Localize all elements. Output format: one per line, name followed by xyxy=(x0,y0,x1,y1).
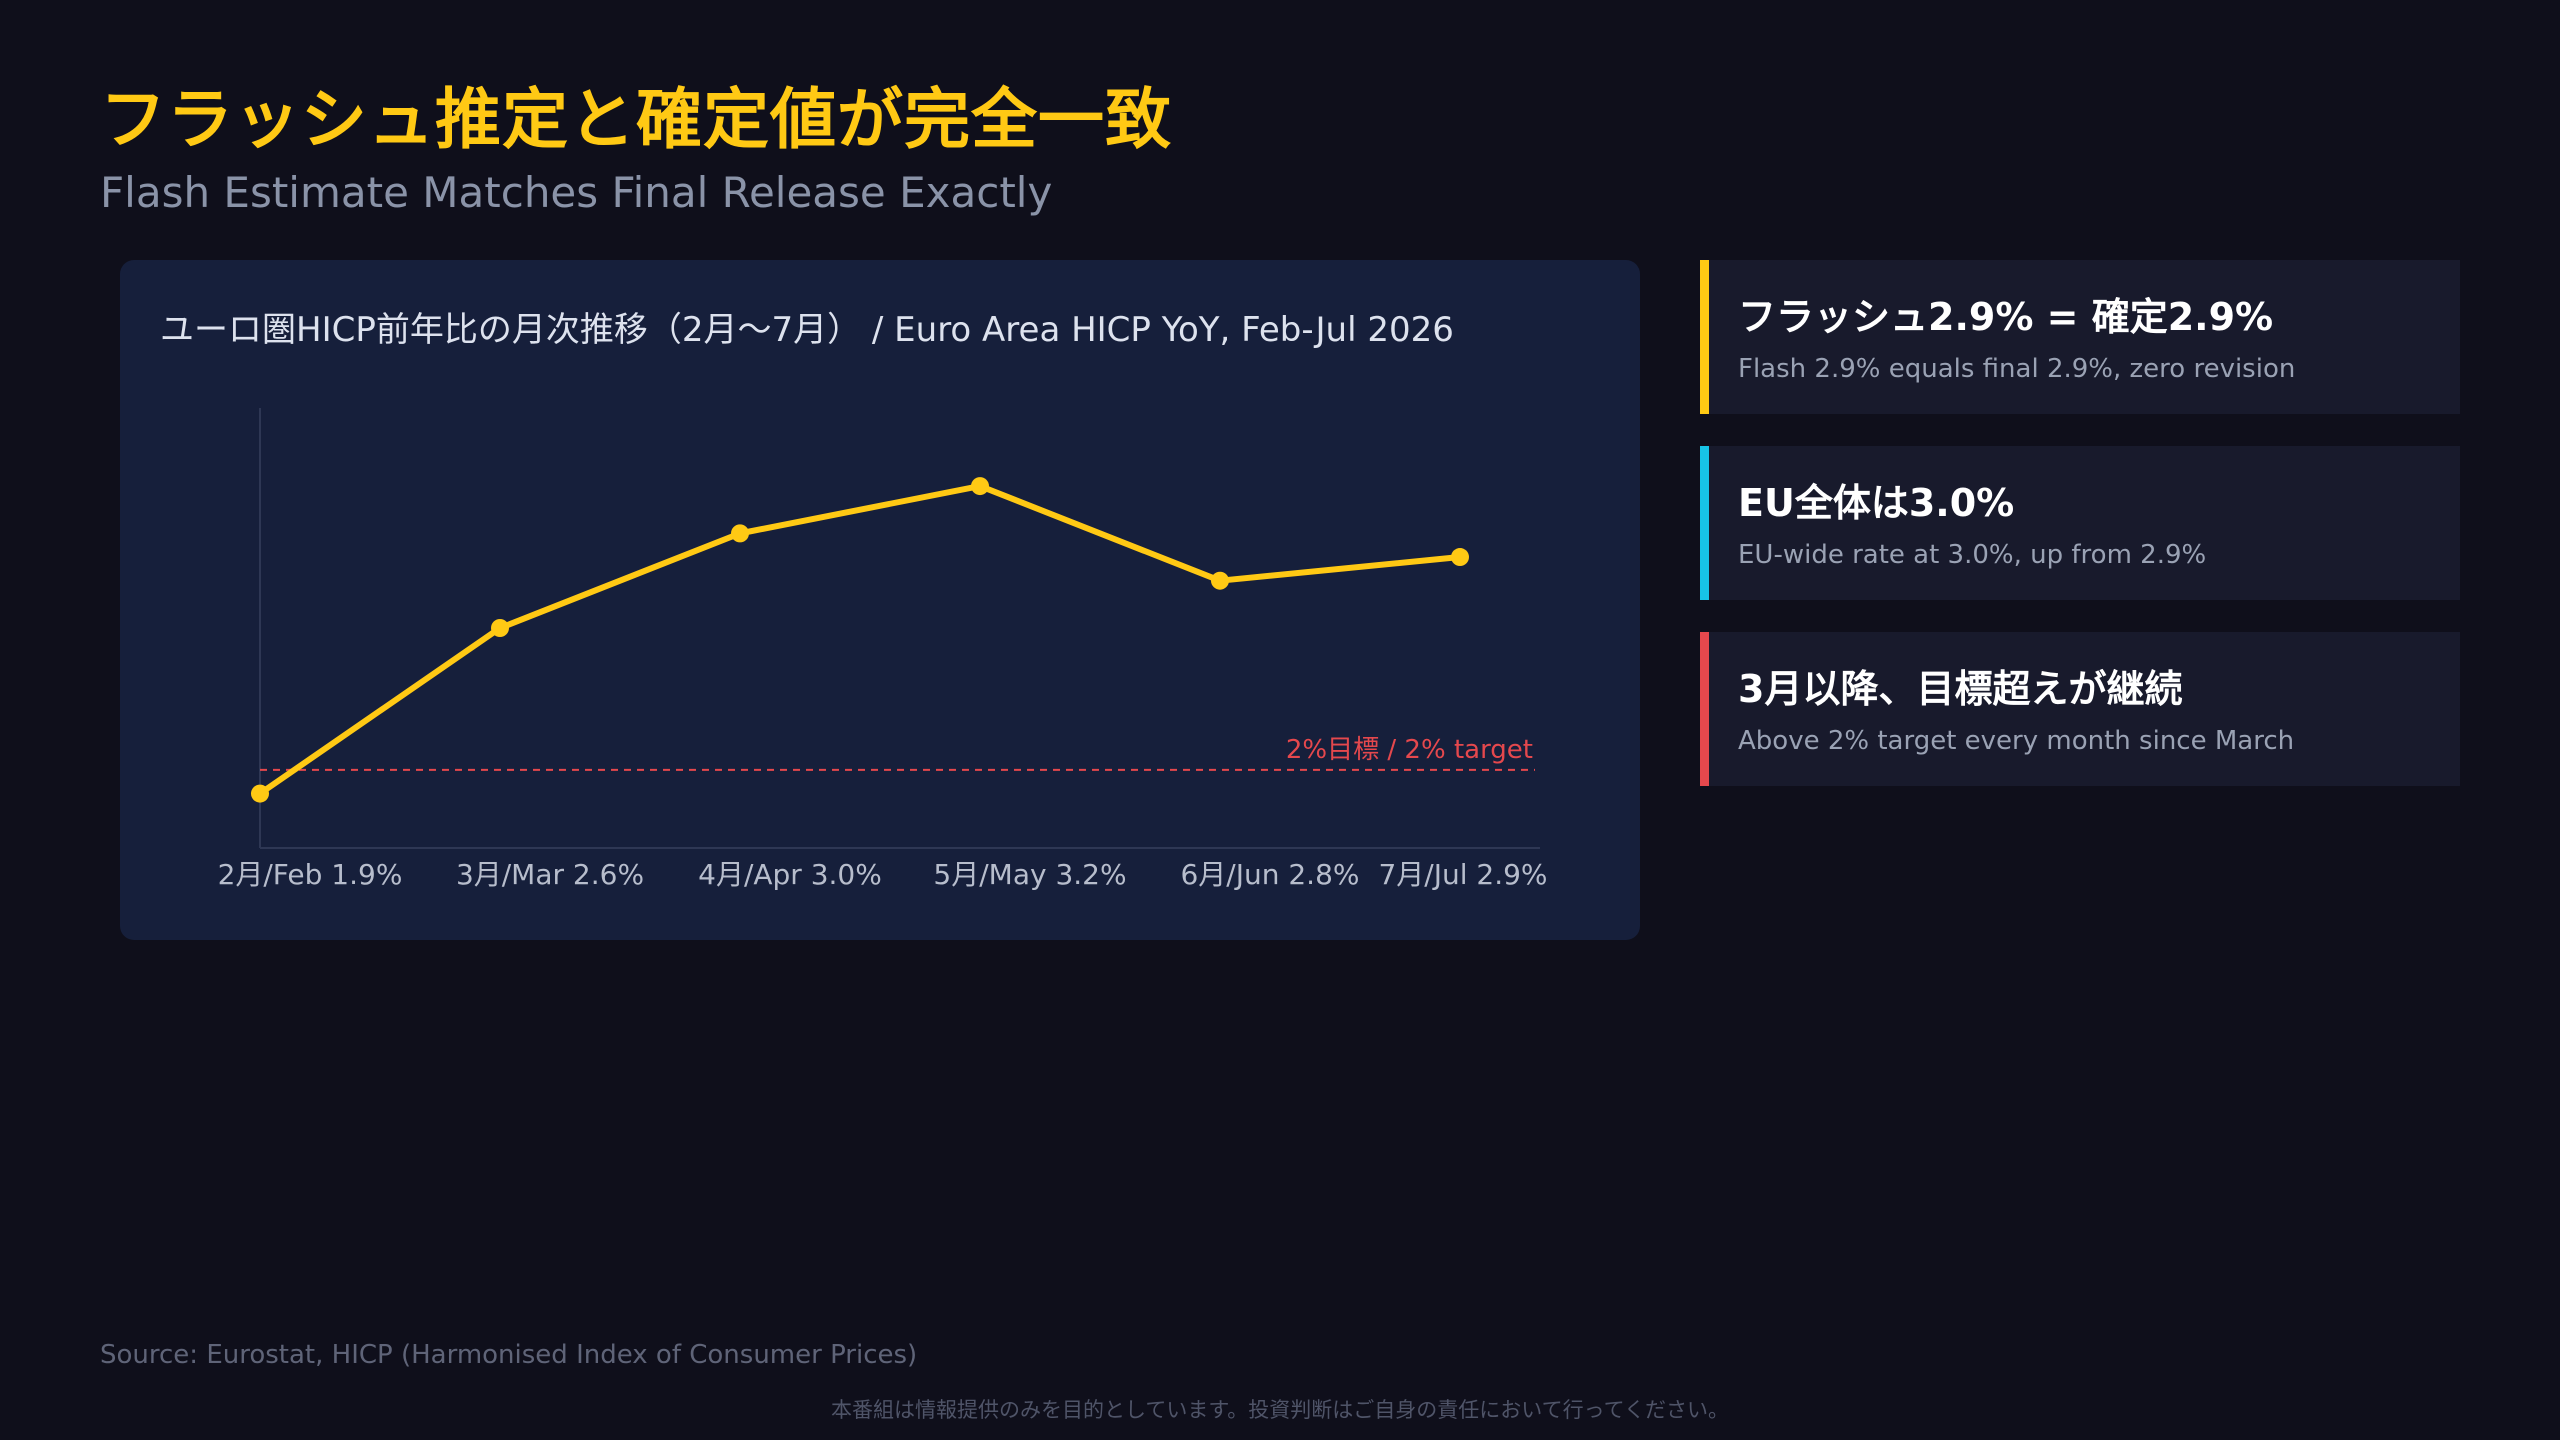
x-tick-label: 5月/May 3.2% xyxy=(933,858,1126,891)
x-tick-label: 3月/Mar 2.6% xyxy=(456,858,644,891)
disclaimer: 本番組は情報提供のみを目的としています。投資判断はご自身の責任において行ってくだ… xyxy=(831,1398,1729,1422)
card-eu-wide: EU全体は3.0% EU-wide rate at 3.0%, up from … xyxy=(1700,446,2460,600)
page-subtitle: Flash Estimate Matches Final Release Exa… xyxy=(100,168,1053,217)
card-title: EU全体は3.0% xyxy=(1738,481,2015,525)
card-accent-bar xyxy=(1700,446,1709,600)
x-tick-label: 6月/Jun 2.8% xyxy=(1180,858,1359,891)
data-point xyxy=(251,784,269,803)
data-point xyxy=(1211,571,1229,590)
chart-title: ユーロ圏HICP前年比の月次推移（2月〜7月） / Euro Area HICP… xyxy=(160,310,1454,350)
card-above-target: 3月以降、目標超えが継続 Above 2% target every month… xyxy=(1700,632,2460,786)
data-point xyxy=(1451,548,1469,567)
card-text: Flash 2.9% equals final 2.9%, zero revis… xyxy=(1738,354,2296,384)
line-chart: 2%目標 / 2% target 2月/Feb 1.9% 3月/Mar 2.6% 4月… xyxy=(218,408,1548,891)
card-accent-bar xyxy=(1700,632,1709,786)
card-title: フラッシュ2.9% = 確定2.9% xyxy=(1738,295,2274,339)
series-line xyxy=(257,483,1463,797)
card-flash-final: フラッシュ2.9% = 確定2.9% Flash 2.9% equals fin… xyxy=(1700,260,2460,414)
data-point xyxy=(491,619,509,637)
card-text: EU-wide rate at 3.0%, up from 2.9% xyxy=(1738,540,2207,570)
target-line-label: 2%目標 / 2% target xyxy=(1286,735,1533,765)
key-points: フラッシュ2.9% = 確定2.9% Flash 2.9% equals fin… xyxy=(1700,260,2460,818)
card-title: 3月以降、目標超えが継続 xyxy=(1738,667,2183,711)
x-tick-label: 4月/Apr 3.0% xyxy=(698,858,882,891)
chart-panel: ユーロ圏HICP前年比の月次推移（2月〜7月） / Euro Area HICP… xyxy=(120,260,1640,940)
source-note: Source: Eurostat, HICP (Harmonised Index… xyxy=(100,1340,918,1370)
x-tick-label: 2月/Feb 1.9% xyxy=(218,858,403,891)
card-accent-bar xyxy=(1700,260,1709,414)
x-tick-label: 7月/Jul 2.9% xyxy=(1378,858,1547,891)
data-point xyxy=(971,477,989,496)
page-title: フラッシュ推定と確定値が完全一致 xyxy=(100,81,1172,158)
card-text: Above 2% target every month since March xyxy=(1738,726,2295,756)
data-point xyxy=(731,524,749,543)
